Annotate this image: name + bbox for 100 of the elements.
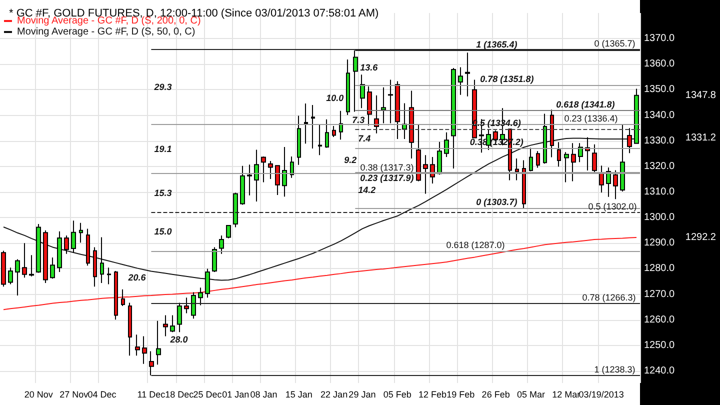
candlestick — [22, 242, 27, 278]
annotation: 15.3 — [154, 188, 172, 198]
candlestick — [43, 230, 48, 284]
candlestick — [240, 165, 245, 206]
candlestick — [268, 160, 273, 180]
candlestick — [297, 115, 301, 166]
candlestick — [170, 314, 175, 333]
ref-line-label: 0 (1303.7) — [476, 197, 518, 208]
ref-line-label: 0.618 (1287.0) — [446, 240, 505, 250]
candlestick — [529, 147, 533, 172]
candlestick — [254, 149, 259, 202]
candlestick — [571, 142, 576, 182]
candlestick — [592, 144, 597, 173]
candlestick — [550, 109, 554, 158]
candlestick — [142, 336, 147, 364]
annotation: 14.2 — [358, 184, 376, 195]
x-tick-label: 12 Mar — [552, 390, 580, 400]
candlestick — [304, 103, 308, 144]
candlestick — [388, 79, 393, 124]
candlestick — [128, 302, 132, 356]
candlestick — [226, 224, 231, 239]
candlestick — [219, 234, 224, 254]
ref-line-label: 0.5 (1334.6) — [472, 118, 521, 128]
candlestick — [184, 297, 189, 314]
candlestick — [395, 80, 400, 140]
candlestick — [458, 66, 463, 96]
annotation: 19.1 — [154, 144, 172, 154]
text: 1347.8 — [685, 90, 716, 101]
annotation: 9.2 — [344, 154, 357, 165]
candlestick — [381, 86, 386, 124]
candlestick — [311, 104, 315, 150]
candlestick — [353, 50, 358, 112]
ref-line-label: 0.618 (1341.8) — [556, 100, 615, 110]
candlestick — [261, 156, 266, 183]
candlestick — [346, 59, 350, 116]
legend-label: Moving Average - GC #F, D (S, 50, 0, C) — [17, 26, 196, 38]
candlestick — [402, 102, 407, 140]
x-tick-label: 22 Jan — [320, 390, 348, 400]
candlestick — [233, 192, 238, 228]
annotation: 15.0 — [154, 226, 172, 237]
candlestick — [191, 292, 196, 320]
text: 1331.2 — [685, 132, 716, 144]
x-tick-label: 03/19/2013 — [578, 390, 624, 400]
x-tick-label: 12 Feb — [418, 390, 447, 400]
y-tick-label: 1310.0 — [644, 186, 676, 198]
candlestick — [64, 234, 69, 254]
y-tick-label: 1370.0 — [644, 33, 676, 44]
x-tick-label: 25 Dec — [193, 390, 222, 400]
candlestick — [339, 110, 343, 140]
candlestick — [8, 267, 13, 285]
x-tick-label: 15 Jan — [285, 390, 312, 400]
y-tick-label: 1320.0 — [644, 160, 676, 172]
y-tick-label: 1270.0 — [644, 288, 676, 300]
candlestick — [557, 142, 561, 168]
candlestick — [50, 256, 55, 280]
ref-line-label: 0.78 (1266.3) — [582, 292, 636, 303]
x-tick-label: 18 Dec — [165, 390, 194, 400]
candlestick — [536, 150, 540, 168]
candlestick — [465, 52, 470, 97]
text: 1292.2 — [685, 232, 716, 244]
candlestick — [100, 236, 104, 284]
ref-line-label: 0 (1365.7) — [594, 38, 636, 49]
candlestick — [247, 164, 252, 196]
candlestick — [290, 156, 294, 178]
ref-line-label: 0.23 (1336.4) — [564, 113, 618, 124]
candlestick — [114, 270, 118, 320]
y-tick-label: 1240.0 — [644, 365, 676, 376]
candlestick — [275, 164, 280, 196]
candlestick — [86, 228, 90, 266]
y-tick-label: 1260.0 — [644, 314, 676, 326]
x-tick-label: 19 Feb — [446, 390, 475, 400]
candlestick — [367, 86, 372, 126]
candlestick — [36, 223, 41, 274]
candlestick — [282, 146, 287, 198]
candlestick — [57, 230, 62, 273]
y-tick-label: 1330.0 — [644, 135, 676, 146]
candlestick — [198, 287, 203, 306]
candlestick — [409, 90, 414, 159]
candlestick — [325, 118, 329, 148]
y-tick-label: 1360.0 — [644, 58, 676, 70]
ref-line-label: 0.23 (1317.9) — [360, 172, 414, 183]
candlestick — [416, 124, 421, 182]
candlestick — [627, 128, 632, 154]
x-tick-label: 08 Jan — [250, 390, 278, 400]
candlestick — [423, 154, 428, 194]
candlestick — [620, 123, 625, 192]
annotation: 20.6 — [127, 272, 147, 282]
candlestick — [444, 132, 449, 158]
candlestick — [360, 74, 365, 109]
candlestick — [212, 246, 217, 273]
x-tick-label: 29 Jan — [348, 390, 376, 400]
candlestick — [135, 334, 140, 356]
annotation: 7.3 — [352, 114, 365, 125]
candlestick — [93, 246, 97, 288]
candlestick — [585, 136, 590, 172]
candlestick — [163, 314, 168, 337]
candlestick — [107, 267, 111, 285]
candlestick — [15, 258, 20, 296]
candlestick — [156, 320, 161, 366]
x-tick-label: 05 Mar — [516, 390, 545, 400]
